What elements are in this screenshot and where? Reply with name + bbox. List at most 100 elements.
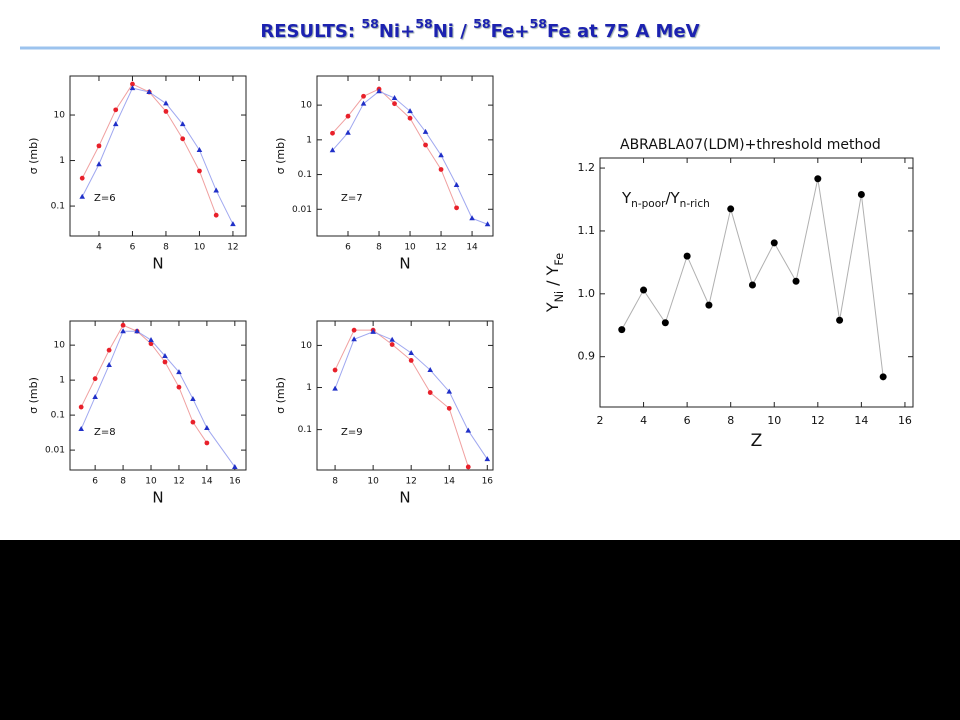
marker [640, 286, 648, 294]
annotation: Yn-poor/Yn-rich [621, 189, 710, 211]
series-line [334, 329, 469, 468]
marker [392, 101, 397, 107]
marker [180, 136, 186, 142]
marker [129, 85, 136, 91]
annotation: Z=8 [94, 427, 116, 438]
marker [332, 367, 338, 373]
y-tick-label: 1 [59, 376, 65, 386]
x-tick-label: 8 [376, 243, 382, 253]
marker [79, 193, 86, 199]
slide-title-part: Ni+ [379, 21, 415, 42]
annotation-part: Y [621, 189, 632, 207]
marker [422, 128, 429, 134]
y-axis-label: σ (mb) [274, 138, 287, 175]
marker [484, 456, 491, 462]
slide-title-sup: 58 [415, 16, 433, 31]
x-tick-label: 14 [466, 243, 478, 253]
marker [427, 390, 433, 395]
marker [389, 342, 395, 347]
series-line [80, 324, 208, 444]
y-tick-label: 0.1 [298, 170, 312, 180]
y-axis-label-part: Y [543, 302, 562, 313]
x-tick-label: 4 [96, 243, 102, 253]
marker [134, 328, 140, 334]
marker [190, 419, 196, 425]
marker [113, 107, 119, 113]
marker [836, 316, 844, 324]
x-axis-label: Z [751, 431, 763, 451]
y-axis-label-sub: Ni [553, 291, 566, 302]
marker [232, 463, 238, 469]
marker [179, 121, 186, 127]
x-tick-label: 10 [767, 414, 781, 427]
marker [618, 326, 626, 334]
marker [465, 464, 471, 470]
marker [407, 108, 413, 114]
x-tick-label: 12 [435, 243, 446, 253]
y-tick-label: 1 [306, 383, 312, 393]
x-tick-label: 16 [482, 477, 494, 487]
slide-footer [0, 540, 960, 720]
plot-frame [69, 75, 247, 237]
marker [857, 190, 865, 198]
marker [163, 109, 169, 114]
marker [469, 215, 475, 221]
annotation-sub: n-rich [680, 198, 710, 210]
x-tick-label: 6 [345, 243, 351, 253]
marker [78, 426, 84, 432]
marker [408, 350, 414, 356]
annotation: Z=9 [341, 427, 363, 438]
x-tick-label: 8 [727, 414, 734, 427]
marker [106, 362, 112, 368]
x-tick-label: 14 [854, 414, 868, 427]
marker [345, 113, 351, 119]
annotation-part: /Y [665, 189, 680, 207]
x-tick-label: 12 [811, 414, 825, 427]
marker [661, 319, 669, 327]
y-tick-label: 10 [301, 341, 313, 351]
marker [376, 88, 382, 94]
y-tick-label: 1.2 [578, 161, 596, 174]
marker [92, 393, 98, 399]
annotation: Z=7 [341, 193, 363, 204]
marker [465, 427, 472, 433]
marker [683, 252, 691, 260]
x-tick-label: 12 [227, 243, 238, 253]
marker [176, 369, 182, 375]
marker [230, 221, 236, 227]
marker [438, 152, 444, 158]
marker [408, 358, 414, 363]
x-tick-label: 8 [163, 243, 169, 253]
y-axis-label: σ (mb) [27, 377, 40, 414]
x-tick-label: 6 [684, 414, 691, 427]
marker [204, 424, 210, 430]
x-tick-label: 4 [640, 414, 647, 427]
y-tick-label: 0.01 [292, 205, 312, 215]
marker [370, 328, 376, 334]
plot-frame [316, 75, 494, 237]
marker [329, 147, 336, 153]
marker [79, 175, 85, 181]
marker [814, 175, 822, 183]
marker [148, 337, 154, 343]
marker [484, 221, 491, 227]
y-axis-label-sub: Fe [553, 253, 566, 266]
marker [162, 352, 168, 358]
slide-background [0, 0, 960, 540]
marker [361, 93, 366, 99]
marker [351, 327, 357, 333]
marker [148, 341, 154, 347]
y-axis-label: σ (mb) [27, 138, 40, 175]
marker [96, 161, 102, 167]
x-tick-label: 16 [229, 477, 241, 487]
x-tick-label: 6 [130, 243, 136, 253]
x-tick-label: 10 [145, 477, 157, 487]
y-axis-label-part: / Y [543, 265, 562, 291]
x-tick-label: 8 [120, 477, 126, 487]
y-tick-label: 0.1 [51, 411, 65, 421]
x-tick-label: 2 [597, 414, 604, 427]
x-tick-label: 16 [898, 414, 912, 427]
marker [162, 359, 168, 365]
marker [705, 301, 713, 309]
annotation-sub: n-poor [631, 198, 666, 210]
